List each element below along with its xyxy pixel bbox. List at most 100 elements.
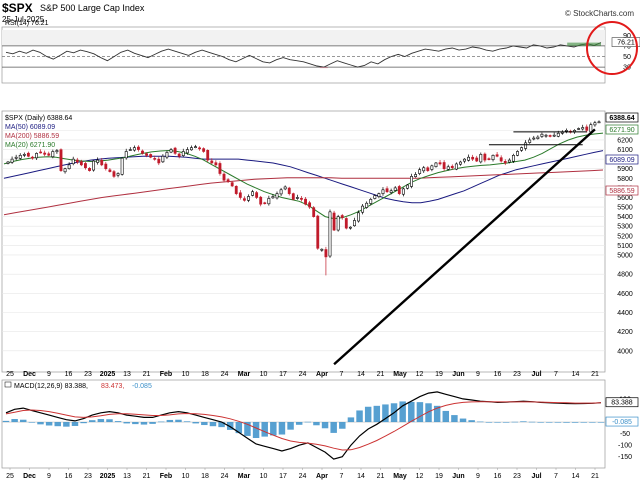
candle-body [581,127,585,130]
chart-date: 25-Jul-2025 [2,15,45,24]
macd-histogram-bar [244,422,251,436]
macd-histogram-bar [589,422,596,423]
macd-histogram-bar [468,420,475,423]
x-axis-label: Feb [160,371,172,378]
candle-body [267,198,271,205]
macd-histogram-bar [580,422,587,423]
x-axis-label: 21 [377,371,385,378]
macd-legend-2: -0.085 [132,383,152,390]
candle-body [426,167,430,171]
price-tick-label: 5500 [617,205,633,212]
candle-body [540,133,544,137]
macd-histogram-bar [114,421,122,423]
candle-body [369,199,373,204]
candle-body [483,153,487,161]
price-legend-2: MA(200) 5886.59 [5,133,59,140]
x-axis-label-bottom: Mar [238,473,251,480]
candle-body [251,191,254,196]
candle-body [564,130,568,132]
x-axis-label-bottom: 7 [554,473,558,480]
candle-body [458,161,462,165]
ma-line-20 [3,132,604,220]
macd-tick-label: -150 [618,454,632,461]
macd-histogram-bar [442,410,450,423]
price-tick-label: 4200 [617,329,633,336]
rsi-value-box [611,37,640,47]
candle-body [344,218,348,229]
candle-body [255,192,259,198]
candle-body [446,166,450,170]
macd-histogram-bar [382,404,389,423]
price-tick-label: 4600 [617,291,633,298]
candle-body [467,156,470,161]
candle-body [18,154,22,159]
price-value-label: 6089.09 [609,157,634,164]
price-value-box [605,154,639,165]
candle-body [238,192,242,198]
macd-histogram-bar [408,401,415,423]
candle-body [137,146,140,150]
candle-body [524,142,528,149]
x-axis-label: 19 [435,371,443,378]
candle-body [161,155,165,163]
rsi-line [5,42,602,68]
candle-body [479,154,483,163]
price-tick-label: 4000 [617,348,633,355]
trendline [333,128,596,366]
candle-body [234,185,238,194]
price-tick-label: 6100 [617,147,633,154]
x-axis-label-bottom: Apr [316,473,328,480]
candle-body [120,157,124,175]
price-tick-label: 5000 [617,252,633,259]
ma-line-200 [3,169,604,216]
macd-histogram-bar [28,422,36,423]
candle-body [149,154,153,158]
macd-histogram-bar [528,421,536,423]
candle-body [55,150,59,153]
candle-body [79,161,83,166]
x-axis-label-bottom: 7 [340,473,344,480]
macd-histogram-bar [149,422,156,424]
macd-histogram-bar [520,421,527,423]
x-axis-label-bottom: May [393,473,407,480]
x-axis-label: May [393,371,407,378]
candle-body [324,249,328,258]
candle-body [532,137,536,140]
x-axis-label: 10 [260,371,268,378]
x-axis-label: 18 [201,371,209,378]
candle-body [108,169,112,172]
candle-body [434,162,438,168]
x-axis-label-bottom: 10 [260,473,268,480]
stockcharts-credit: © StockCharts.com [564,9,634,18]
candle-body [51,151,55,158]
x-axis-label: 7 [554,371,558,378]
x-axis-label: 9 [476,371,480,378]
candle-body [194,146,197,148]
macd-histogram-bar [313,422,320,426]
candle-body [222,173,226,181]
price-tick-label: 6200 [617,137,633,144]
candle-body [406,184,409,189]
x-axis-label: 23 [513,371,521,378]
macd-value-label: -0.085 [612,419,632,426]
rsi-highlight-circle [586,21,638,75]
candle-body [247,196,250,201]
x-axis-label-bottom: 2025 [100,473,116,480]
x-axis-label: 2025 [100,371,116,378]
macd-histogram-bar [459,418,467,423]
ma-line-50 [3,150,604,204]
candle-body [279,189,283,195]
x-axis-label-bottom: Jun [452,473,464,480]
x-axis-label-bottom: 23 [513,473,521,480]
candle-body [397,186,401,194]
candle-body [189,147,193,151]
ticker-symbol: $SPX [2,1,33,15]
candle-body [35,153,38,159]
x-axis-label: Jul [531,371,541,378]
macd-histogram-bar [166,419,174,423]
candle-body [560,131,564,134]
macd-histogram-bar [54,422,61,427]
candle-body [361,205,365,213]
macd-histogram-bar [123,422,130,424]
